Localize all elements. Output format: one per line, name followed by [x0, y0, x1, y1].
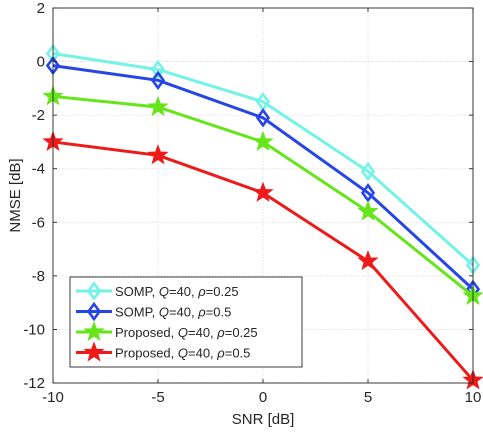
data-point-marker: [147, 95, 169, 117]
legend-item: Proposed, Q=40, ρ=0.25: [76, 320, 258, 342]
data-point-marker: [150, 70, 166, 91]
x-axis-title: SNR [dB]: [232, 411, 295, 428]
legend-label: Proposed, Q=40, ρ=0.5: [115, 346, 250, 361]
legend-item: SOMP, Q=40, ρ=0.25: [76, 281, 239, 301]
y-tick-label: -8: [32, 268, 45, 285]
y-tick-label: -4: [32, 161, 45, 178]
y-axis-title: NMSE [dB]: [7, 158, 24, 232]
y-tick-label: -10: [23, 321, 45, 338]
y-tick-label: -6: [32, 214, 45, 231]
y-tick-label: 0: [37, 54, 45, 71]
x-tick-label: 10: [465, 389, 482, 406]
y-tick-label: 2: [37, 0, 45, 17]
legend-marker: [86, 301, 102, 322]
series-group: [42, 43, 483, 390]
data-point-marker: [360, 161, 376, 182]
data-point-marker: [360, 183, 376, 203]
legend-item: Proposed, Q=40, ρ=0.5: [76, 341, 250, 362]
x-tick-label: 0: [259, 389, 267, 406]
series-line: [52, 52, 474, 267]
data-point-marker: [252, 181, 274, 202]
legend: SOMP, Q=40, ρ=0.25 SOMP, Q=40, ρ=0.5 Propo…: [69, 276, 303, 368]
x-tick-label: -10: [42, 389, 64, 406]
ticks: [52, 7, 474, 384]
legend-label: SOMP, Q=40, ρ=0.5: [115, 305, 231, 320]
legend-label: Proposed, Q=40, ρ=0.25: [115, 325, 258, 340]
legend-marker: [86, 281, 102, 301]
data-point-marker: [357, 200, 379, 221]
y-tick-label: -2: [32, 107, 45, 124]
data-point-marker: [255, 108, 271, 128]
x-tick-label: -5: [151, 389, 164, 406]
data-point-marker: [357, 249, 379, 271]
y-tick-label: -12: [23, 375, 45, 392]
data-point-marker: [252, 130, 274, 151]
data-point-marker: [150, 59, 166, 80]
series-line: [52, 64, 475, 291]
legend-item: SOMP, Q=40, ρ=0.5: [76, 301, 231, 322]
legend-label: SOMP, Q=40, ρ=0.25: [115, 284, 239, 299]
data-point-marker: [147, 144, 169, 165]
legend-marker: [83, 320, 105, 342]
legend-marker: [83, 341, 105, 362]
x-tick-label: 5: [364, 389, 372, 406]
